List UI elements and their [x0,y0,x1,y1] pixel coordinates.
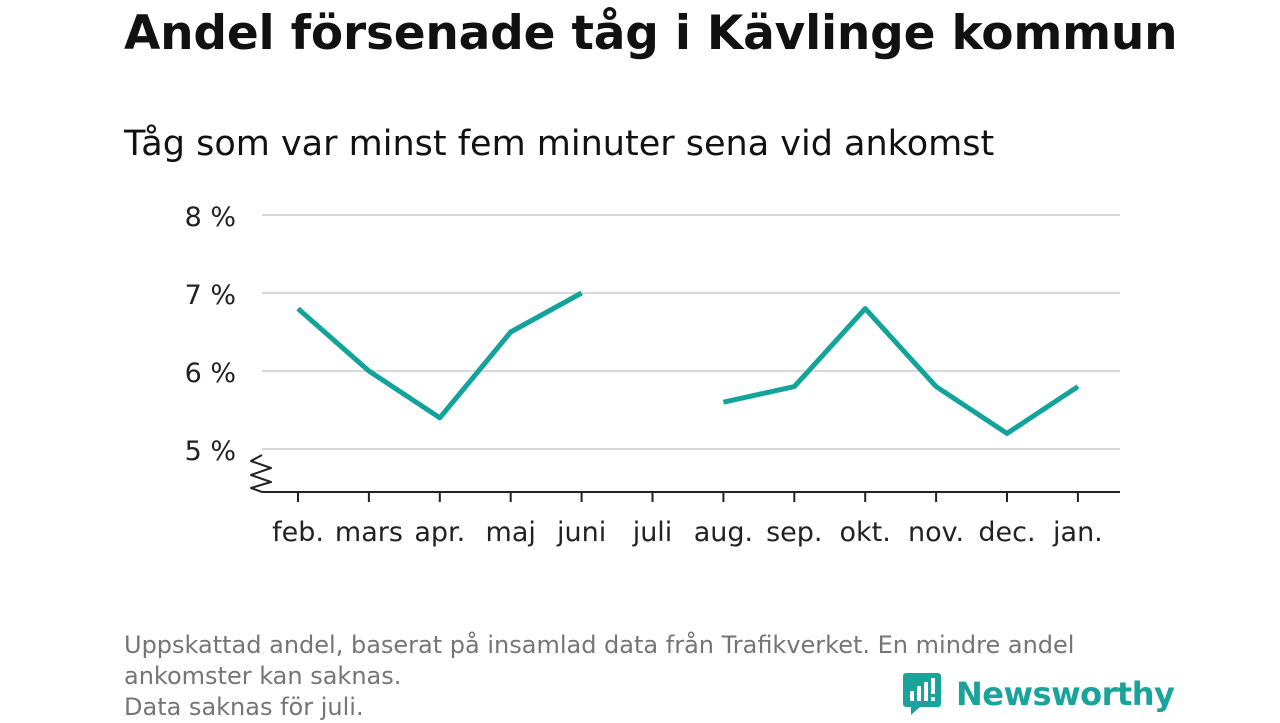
x-tick-label: juli [632,517,673,548]
newsworthy-brand: Newsworthy [902,670,1175,718]
x-axis-tick-labels: feb. mars apr. maj juni juli aug. sep. okt. nov. d… [272,517,1103,548]
brand-name: Newsworthy [956,675,1175,713]
newsworthy-logo-icon [903,673,941,715]
series-lines [296,290,1080,436]
gridlines [262,214,1120,450]
x-tick-label: apr. [414,517,465,548]
footnote-line-2: ankomster kan saknas. [124,662,402,690]
x-tick-label: mars [335,517,403,548]
chart-footnote: Uppskattad andel, baserat på insamlad da… [124,630,1164,723]
x-tick-label: okt. [840,517,891,548]
series-line-segment [722,306,1080,436]
x-tick-label: sep. [766,517,822,548]
chart-title: Andel försenade tåg i Kävlinge kommun [124,6,1178,61]
x-tick-label: maj [486,517,536,548]
x-axis [250,454,1120,502]
line-chart: 5 % 6 % 7 % 8 % feb. mars apr. maj juni juli aug.… [185,202,1120,548]
x-tick-label: aug. [694,517,753,548]
footnote-line-1: Uppskattad andel, baserat på insamlad da… [124,631,1075,659]
x-tick-label: dec. [978,517,1035,548]
series-line-segment [296,290,583,421]
y-tick-label: 6 % [185,358,236,389]
y-axis-tick-labels: 5 % 6 % 7 % 8 % [185,202,236,467]
x-tick-label: juni [556,517,606,548]
chart-subtitle: Tåg som var minst fem minuter sena vid a… [124,124,995,164]
footnote-line-3: Data saknas för juli. [124,693,364,721]
y-tick-label: 8 % [185,202,236,233]
x-tick-label: nov. [908,517,964,548]
x-tick-label: jan. [1052,517,1103,548]
y-tick-label: 7 % [185,280,236,311]
y-tick-label: 5 % [185,436,236,467]
y-axis-break-icon [250,454,272,493]
x-tick-label: feb. [272,517,324,548]
